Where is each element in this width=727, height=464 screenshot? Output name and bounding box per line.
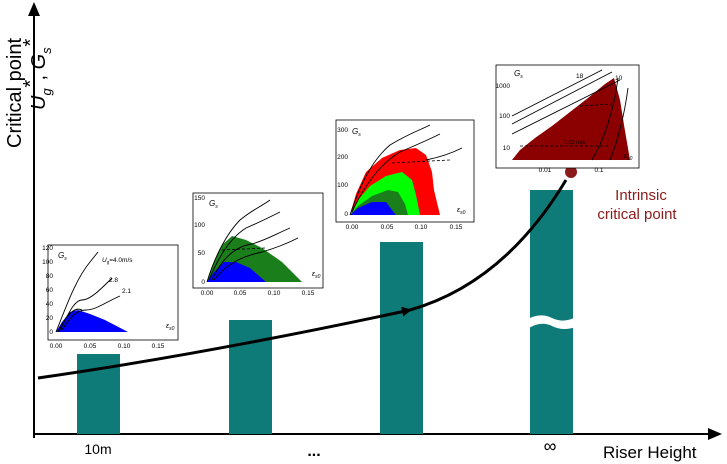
y-axis-arrowhead	[28, 2, 40, 16]
intrinsic-point-marker	[565, 166, 577, 178]
inset-2-ytick: 50	[198, 250, 206, 257]
inset-2: 150 100 50 0 0.00 0.05 0.10 0.15 Gs εs0	[192, 192, 324, 297]
inset-4-curve-b	[609, 87, 629, 161]
inset-4-curve-a	[591, 77, 619, 161]
inset-4-xlabel: εs0	[624, 153, 633, 162]
x-tick-10m: 10m	[84, 441, 111, 457]
inset-3-curve-a	[349, 124, 431, 216]
inset-4-annotation-10: 10	[615, 75, 623, 82]
inset-3-ytick: 200	[337, 154, 348, 161]
x-tick-ellipsis: ...	[307, 443, 320, 460]
inset-4-xtick: 0.01	[539, 167, 552, 174]
inset-1-xtick: 0.15	[152, 343, 165, 350]
bar-3	[380, 242, 423, 434]
x-axis-arrowhead	[708, 428, 722, 440]
inset-2-ytick: 100	[194, 222, 205, 229]
inset-4-line-1	[511, 69, 603, 117]
inset-3-ytick: 100	[337, 182, 348, 189]
inset-1-ytick: 40	[46, 301, 54, 308]
x-tick-infinity: ∞	[544, 436, 557, 456]
inset-2-curve-b	[208, 211, 281, 281]
inset-1-blue-fill	[56, 310, 128, 332]
inset-2-xtick: 0.00	[201, 290, 214, 297]
inset-3-curve-b	[351, 133, 441, 213]
inset-4-line-2	[511, 71, 613, 125]
trend-curve	[37, 306, 412, 380]
inset-1-ytick: 0	[49, 329, 53, 336]
inset-2-curve-c	[211, 227, 291, 281]
inset-1: 120 100 80 60 40 20 0 0.00 0.05 0.10 0.1…	[42, 244, 179, 350]
inset-1-xtick: 0.05	[84, 343, 97, 350]
inset-4-ytick: 1000	[496, 83, 511, 90]
inset-2-xlabel: εs0	[312, 271, 321, 280]
inset-2-blue-fill	[207, 262, 266, 282]
inset-2-xtick: 0.05	[234, 290, 247, 297]
inset-1-curve-d	[57, 308, 83, 333]
inset-2-curve-a	[206, 199, 271, 283]
x-axis-label: Riser Height	[603, 443, 697, 462]
inset-3-xtick: 0.00	[346, 224, 359, 231]
y-axis-label-variables: Ug*, Gs*	[20, 38, 54, 110]
intrinsic-label-line-1: Intrinsic	[615, 187, 667, 204]
inset-1-xlabel: εs0	[166, 323, 175, 332]
inset-1-ytick: 80	[46, 273, 54, 280]
inset-3-curve-c	[425, 147, 463, 161]
inset-1-curve-a	[55, 251, 99, 333]
inset-1-ylabel: Gs	[58, 251, 67, 262]
inset-1-xtick: 0.10	[118, 343, 131, 350]
inset-2-xtick: 0.15	[302, 290, 315, 297]
inset-4-darkred-fill	[512, 78, 630, 160]
intrinsic-label-line-2: critical point	[597, 206, 677, 223]
inset-2-curve-d	[213, 237, 299, 281]
inset-2-xtick: 0.10	[268, 290, 281, 297]
inset-1-annotation-ug: Ug=4.0m/s	[102, 257, 133, 265]
inset-3-xtick: 0.05	[381, 224, 394, 231]
inset-4: 1000 100 10 0.01 0.1 Gs εs0 18 10 1.02 m…	[496, 64, 640, 174]
inset-4-ytick: 10	[503, 145, 511, 152]
trend-curve-upper	[409, 179, 568, 312]
inset-3-ytick: 0	[344, 211, 348, 218]
bar-4-break	[526, 315, 578, 330]
inset-2-ylabel: Gs	[209, 199, 218, 210]
bar-2	[229, 320, 272, 434]
inset-2-ytick: 0	[201, 279, 205, 286]
inset-4-annotation-18: 18	[576, 73, 584, 80]
inset-3-ytick: 300	[337, 127, 348, 134]
y-axis-label-critical-point: Critical point	[4, 38, 26, 148]
inset-1-annotation-2-8: 2.8	[109, 277, 118, 284]
inset-4-xtick: 0.1	[594, 167, 603, 174]
inset-3: 300 200 100 0 0.00 0.05 0.10 0.15 Gs εs0	[335, 119, 475, 231]
inset-2-dashed	[221, 247, 266, 251]
inset-1-ytick: 20	[46, 315, 54, 322]
inset-1-ytick: 100	[42, 259, 53, 266]
inset-4-ylabel: Gs	[514, 69, 523, 80]
inset-3-xtick: 0.10	[415, 224, 428, 231]
inset-2-ytick: 150	[194, 195, 205, 202]
inset-4-ytick: 100	[499, 113, 510, 120]
inset-1-ytick: 60	[46, 287, 54, 294]
inset-3-ylabel: Gs	[352, 127, 361, 138]
inset-4-annotation-ug: 1.02 m/s	[564, 140, 585, 146]
inset-3-xlabel: εs0	[457, 207, 466, 216]
inset-4-line-3	[511, 79, 621, 135]
inset-1-xtick: 0.00	[50, 343, 63, 350]
inset-4-dashed-upper	[579, 103, 613, 107]
inset-1-annotation-2-1: 2.1	[122, 288, 131, 295]
inset-1-ytick: 120	[42, 245, 53, 252]
inset-1-curve-c	[61, 295, 121, 331]
inset-3-blue-fill	[350, 202, 396, 215]
inset-3-xtick: 0.15	[450, 224, 463, 231]
bar-4	[530, 190, 573, 434]
